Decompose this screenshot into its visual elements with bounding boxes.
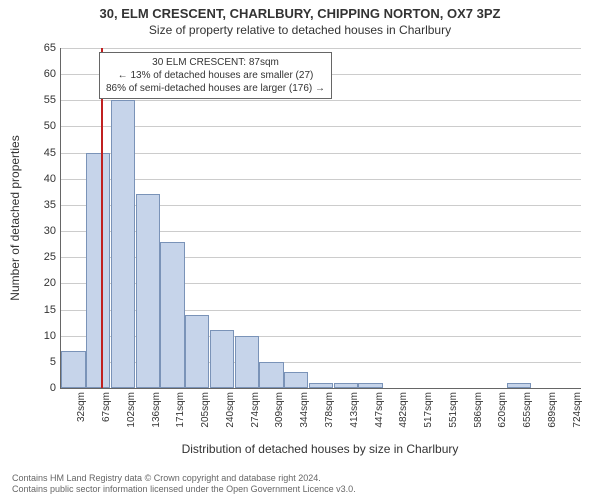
y-tick: 55 [26,94,56,106]
annotation-line-1: 30 ELM CRESCENT: 87sqm [106,56,325,69]
x-tick: 378sqm [324,392,335,428]
gridline [61,100,581,101]
chart-subtitle: Size of property relative to detached ho… [0,21,600,37]
x-tick: 205sqm [200,392,211,428]
x-tick: 655sqm [522,392,533,428]
histogram-bar [136,194,160,388]
x-tick: 309sqm [274,392,285,428]
y-tick-labels: 05101520253035404550556065 [24,48,60,388]
x-tick: 447sqm [374,392,385,428]
chart-title: 30, ELM CRESCENT, CHARLBURY, CHIPPING NO… [0,0,600,21]
annotation-box: 30 ELM CRESCENT: 87sqm ← 13% of detached… [99,52,332,99]
property-marker-line [101,48,103,388]
x-tick: 482sqm [398,392,409,428]
y-tick: 65 [26,42,56,54]
y-tick: 0 [26,382,56,394]
histogram-bar [235,336,259,388]
x-tick: 586sqm [473,392,484,428]
chart-container: 30, ELM CRESCENT, CHARLBURY, CHIPPING NO… [0,0,600,500]
y-tick: 60 [26,68,56,80]
x-axis-label: Distribution of detached houses by size … [60,442,580,456]
y-tick: 15 [26,304,56,316]
histogram-bar [160,242,184,388]
y-tick: 5 [26,356,56,368]
x-tick: 102sqm [126,392,137,428]
plot-area: 30 ELM CRESCENT: 87sqm ← 13% of detached… [60,48,581,389]
y-axis-label: Number of detached properties [8,48,22,388]
histogram-bar [259,362,283,388]
x-tick: 171sqm [175,392,186,428]
histogram-bar [61,351,85,388]
x-tick: 240sqm [225,392,236,428]
x-tick: 274sqm [250,392,261,428]
x-tick: 136sqm [151,392,162,428]
histogram-bar [111,100,135,388]
x-tick: 32sqm [76,392,87,422]
y-tick: 45 [26,147,56,159]
histogram-bar [284,372,308,388]
gridline [61,153,581,154]
gridline [61,48,581,49]
y-tick: 40 [26,173,56,185]
x-tick: 551sqm [448,392,459,428]
y-tick: 50 [26,120,56,132]
histogram-bar [210,330,234,388]
annotation-line-3: 86% of semi-detached houses are larger (… [106,82,325,95]
x-tick: 620sqm [497,392,508,428]
x-tick: 344sqm [299,392,310,428]
footer-line-2: Contains public sector information licen… [12,484,356,496]
y-tick: 20 [26,277,56,289]
footer-line-1: Contains HM Land Registry data © Crown c… [12,473,356,485]
footer-attribution: Contains HM Land Registry data © Crown c… [12,473,356,496]
x-tick: 67sqm [101,392,112,422]
y-tick: 30 [26,225,56,237]
x-tick: 724sqm [572,392,583,428]
histogram-bar [185,315,209,388]
y-tick: 10 [26,330,56,342]
gridline [61,179,581,180]
annotation-line-2: ← 13% of detached houses are smaller (27… [106,69,325,82]
y-tick: 35 [26,199,56,211]
x-tick: 413sqm [349,392,360,428]
gridline [61,126,581,127]
y-tick: 25 [26,251,56,263]
x-tick: 517sqm [423,392,434,428]
x-tick: 689sqm [547,392,558,428]
histogram-bar [86,153,110,388]
